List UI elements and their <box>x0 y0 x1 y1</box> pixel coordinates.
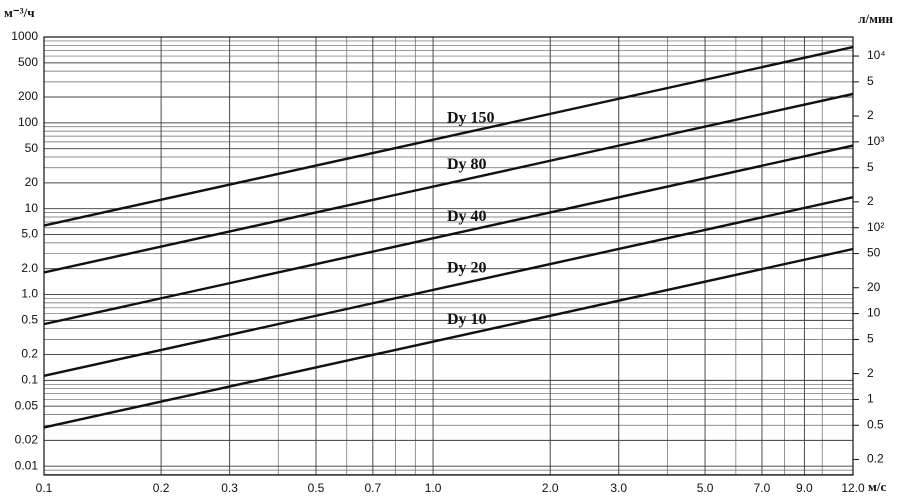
y2-tick-label: 10² <box>867 220 884 234</box>
series-line <box>43 45 854 227</box>
y-tick-label: 5.0 <box>21 227 38 241</box>
y-tick-label: 0.01 <box>15 458 39 472</box>
series-label: Dy 80 <box>447 156 487 173</box>
series-label: Dy 10 <box>447 311 487 328</box>
y2-tick-label: 0.2 <box>867 452 884 466</box>
y2-tick-label: 10 <box>867 306 881 320</box>
x-axis-label: м/с <box>868 479 886 494</box>
series-label: Dy 40 <box>447 208 487 225</box>
y2-tick-label: 0.5 <box>867 417 884 431</box>
y2-tick-label: 5 <box>867 74 874 88</box>
x-tick-label: 0.1 <box>36 481 53 495</box>
y-tick-label: 50 <box>25 141 39 155</box>
y2-tick-label: 10³ <box>867 134 884 148</box>
x-tick-label: 2.0 <box>542 481 559 495</box>
series-label: Dy 150 <box>447 109 495 126</box>
x-tick-label: 0.2 <box>153 481 170 495</box>
x-tick-label: 0.3 <box>221 481 238 495</box>
series-line <box>43 92 854 274</box>
x-tick-label: 0.7 <box>364 481 381 495</box>
y-tick-label: 20 <box>25 175 39 189</box>
x-tick-label: 12.0 <box>841 481 865 495</box>
y-tick-label: 1000 <box>11 29 38 43</box>
y2-tick-label: 5 <box>867 332 874 346</box>
y2-tick-label: 20 <box>867 280 881 294</box>
series-label: Dy 20 <box>447 260 487 277</box>
x-tick-label: 5.0 <box>697 481 714 495</box>
y2-tick-label: 2 <box>867 366 874 380</box>
x-tick-label: 3.0 <box>610 481 627 495</box>
y2-tick-label: 1 <box>867 392 874 406</box>
series-line <box>43 196 854 377</box>
x-tick-label: 7.0 <box>754 481 771 495</box>
y-tick-label: 0.5 <box>21 313 38 327</box>
plot-frame <box>43 36 854 476</box>
y-tick-label: 200 <box>18 89 38 103</box>
series-line <box>43 144 854 326</box>
y-tick-label: 0.02 <box>15 433 39 447</box>
y-axis-label: м⁻³/ч <box>4 5 35 20</box>
y2-axis-label: л/мин <box>858 11 893 26</box>
series-line <box>43 247 854 429</box>
y2-tick-label: 5 <box>867 160 874 174</box>
y-tick-label: 2.0 <box>21 261 38 275</box>
x-tick-label: 9.0 <box>796 481 813 495</box>
y2-tick-label: 2 <box>867 108 874 122</box>
x-tick-label: 1.0 <box>425 481 442 495</box>
y-tick-label: 1.0 <box>21 287 38 301</box>
y-tick-label: 0.1 <box>21 373 38 387</box>
y2-tick-label: 10⁴ <box>867 48 886 62</box>
y-tick-label: 500 <box>18 55 38 69</box>
y-tick-label: 100 <box>18 115 38 129</box>
y-tick-label: 0.2 <box>21 347 38 361</box>
y-tick-label: 0.05 <box>15 398 39 412</box>
y-tick-label: 10 <box>25 201 39 215</box>
x-tick-label: 0.5 <box>308 481 325 495</box>
y2-tick-label: 2 <box>867 194 874 208</box>
y2-tick-label: 50 <box>867 246 881 260</box>
